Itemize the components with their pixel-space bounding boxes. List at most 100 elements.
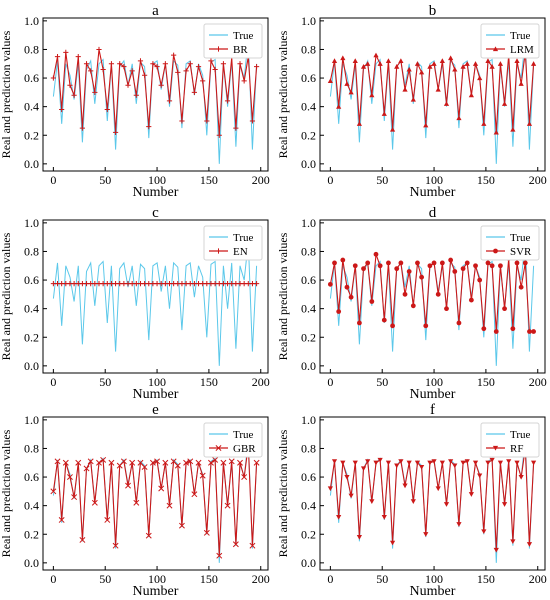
x-tick-label: 50 [99, 572, 111, 586]
x-tick-label: 50 [99, 173, 111, 187]
data-point [175, 69, 181, 75]
x-tick-label: 150 [200, 173, 218, 187]
legend-label-rf: RF [510, 443, 523, 455]
data-point [79, 125, 86, 131]
x-axis-label: Number [410, 584, 456, 599]
y-tick-label: 0.0 [24, 157, 39, 171]
data-point [406, 460, 412, 466]
data-point [133, 92, 139, 98]
data-point [406, 66, 412, 72]
y-tick-label: 0.8 [24, 441, 39, 455]
y-tick-label: 0.2 [24, 527, 39, 541]
data-point [220, 61, 227, 67]
data-point [527, 329, 532, 334]
y-tick-label: 0.8 [24, 244, 39, 258]
plot-frame [319, 416, 546, 571]
x-tick-label: 100 [148, 375, 166, 389]
data-point [456, 320, 462, 326]
data-point [419, 69, 425, 75]
legend: True EN [203, 225, 263, 261]
data-point [208, 58, 214, 64]
legend-label-true: True [510, 429, 530, 441]
x-tick-label: 0 [50, 375, 56, 389]
data-point [398, 58, 404, 63]
data-point [456, 115, 462, 121]
x-tick-label: 100 [425, 375, 443, 389]
data-point [431, 260, 437, 266]
y-tick-label: 0.8 [24, 42, 39, 56]
data-point [427, 460, 433, 466]
data-point [381, 515, 387, 520]
y-tick-label: 1.0 [301, 413, 316, 427]
data-point [120, 458, 127, 465]
x-tick-label: 200 [252, 173, 270, 187]
data-point [452, 463, 458, 469]
data-point [141, 464, 148, 471]
data-point [381, 111, 387, 116]
data-point [344, 284, 350, 290]
data-point [514, 460, 520, 466]
data-point [220, 459, 227, 466]
data-point [385, 58, 392, 63]
x-tick-label: 50 [376, 173, 388, 187]
data-point [121, 64, 127, 70]
y-tick-label: 1.0 [301, 14, 316, 28]
data-point [485, 260, 491, 266]
y-tick-label: 0.4 [24, 499, 39, 513]
data-point [460, 460, 466, 466]
data-point [108, 61, 115, 67]
legend-label-true: True [233, 30, 253, 42]
data-point [331, 58, 338, 63]
data-point [241, 474, 248, 481]
legend: True GBR [203, 422, 263, 458]
data-point [365, 459, 371, 464]
data-point [444, 306, 449, 312]
data-point [389, 540, 396, 546]
data-point [415, 260, 420, 266]
y-tick-label: 0.0 [24, 556, 39, 570]
y-tick-label: 1.0 [24, 413, 39, 427]
series-line-rf [329, 448, 535, 551]
data-point [506, 459, 512, 464]
data-point [348, 493, 354, 499]
panel-c: c 0.0 0.2 0.4 0.6 0.8 1.0 0 50 100 150 200 Number Rea… [0, 205, 270, 402]
data-point [398, 459, 404, 464]
legend: True SVR [480, 225, 540, 261]
x-tick-label: 0 [50, 173, 56, 187]
x-tick-label: 0 [327, 572, 333, 586]
data-point [386, 260, 391, 266]
data-point [427, 64, 433, 69]
legend-label-lrm: LRM [510, 44, 534, 56]
y-tick-label: 0.0 [24, 359, 39, 373]
x-tick-label: 100 [148, 173, 166, 187]
y-tick-label: 0.4 [301, 302, 316, 316]
data-point [174, 462, 181, 469]
data-point [327, 78, 333, 83]
plot-frame [42, 17, 269, 172]
y-tick-label: 0.6 [301, 470, 316, 484]
data-point [464, 459, 470, 464]
data-point [336, 104, 342, 109]
data-point [340, 460, 346, 466]
panel-d: d 0.0 0.2 0.4 0.6 0.8 1.0 0 50 100 150 200 Number Rea… [276, 205, 547, 402]
plot-frame [42, 219, 269, 374]
legend: True LRM [480, 23, 540, 59]
data-point [452, 66, 458, 72]
data-point [100, 456, 107, 463]
data-point [166, 98, 173, 104]
data-point [112, 129, 119, 135]
x-tick-label: 0 [50, 572, 56, 586]
y-tick-label: 0.2 [24, 128, 39, 142]
data-point [435, 486, 441, 492]
data-point [448, 55, 454, 61]
y-tick-label: 0.0 [301, 556, 316, 570]
x-axis-label: Number [133, 584, 179, 599]
data-point [477, 277, 483, 283]
data-point [336, 309, 342, 314]
data-point [435, 86, 441, 92]
data-point [477, 75, 483, 81]
y-tick-label: 0.8 [301, 244, 316, 258]
data-point [423, 122, 429, 128]
data-point [360, 64, 367, 69]
data-point [96, 46, 102, 53]
